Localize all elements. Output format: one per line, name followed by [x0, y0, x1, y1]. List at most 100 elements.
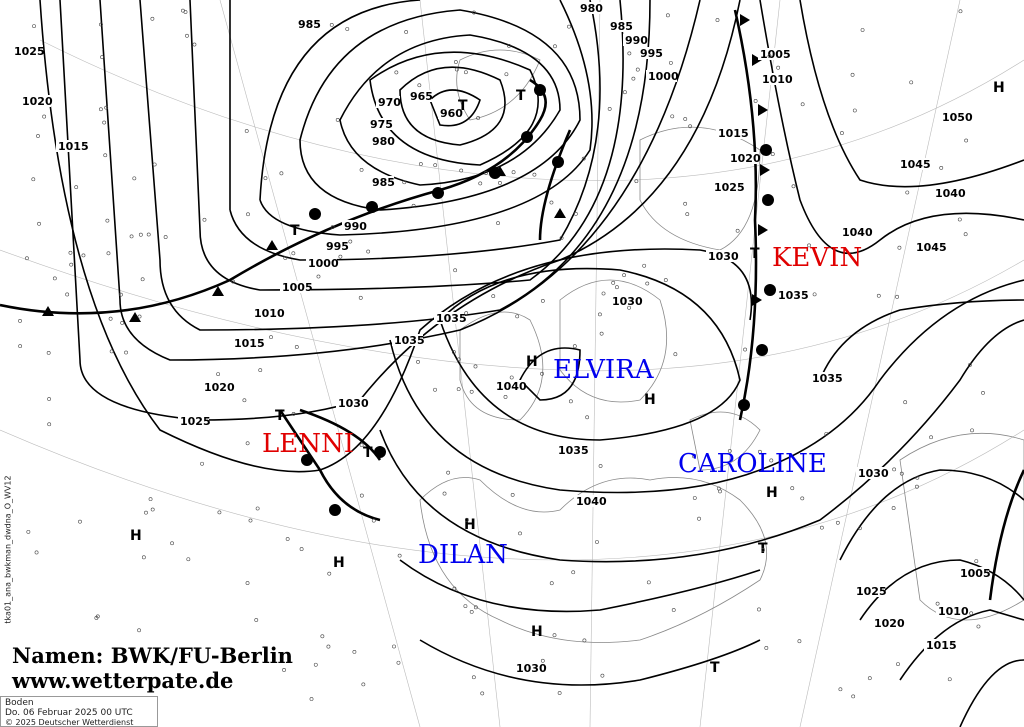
- station-marker: [896, 662, 900, 667]
- station-marker: [411, 203, 416, 208]
- station-marker: [186, 557, 191, 562]
- station-marker: [456, 387, 461, 392]
- station-marker: [969, 611, 974, 616]
- station-marker: [518, 531, 522, 536]
- station-marker: [345, 27, 350, 31]
- station-marker: [905, 190, 910, 195]
- isobar-label: 1000: [648, 70, 679, 83]
- warm-front-semicircle: [329, 504, 341, 516]
- station-marker: [335, 118, 340, 122]
- station-marker: [491, 294, 496, 299]
- isobar-label: 1040: [842, 226, 873, 239]
- cold-front-triangle: [752, 54, 762, 66]
- station-marker: [867, 676, 872, 681]
- isobar-label: 1015: [718, 127, 749, 140]
- station-marker: [851, 694, 856, 699]
- isobar-label: 985: [372, 176, 395, 189]
- station-marker: [397, 553, 402, 558]
- system-name-dilan: DILAN: [418, 540, 508, 570]
- isobar-label: 990: [344, 220, 367, 233]
- station-marker: [769, 458, 774, 463]
- station-marker: [183, 10, 188, 14]
- isobar-label: 1030: [516, 662, 547, 675]
- station-marker: [727, 449, 732, 453]
- low-marker: T: [710, 660, 720, 676]
- station-marker: [515, 314, 520, 319]
- warm-front-semicircle: [309, 208, 321, 220]
- station-marker: [299, 547, 304, 551]
- station-marker: [668, 60, 673, 65]
- station-marker: [452, 586, 457, 591]
- station-marker: [74, 185, 79, 190]
- station-marker: [81, 253, 86, 258]
- station-marker: [150, 16, 155, 21]
- isobar-label: 1030: [338, 397, 369, 410]
- station-marker: [627, 51, 632, 56]
- station-marker: [970, 428, 974, 433]
- station-marker: [767, 54, 772, 58]
- station-marker: [338, 254, 343, 259]
- high-marker: H: [644, 392, 656, 408]
- station-marker: [915, 484, 919, 489]
- isobar-label: 1015: [58, 140, 89, 153]
- station-marker: [371, 518, 376, 523]
- station-marker: [120, 320, 125, 325]
- station-marker: [685, 212, 690, 217]
- cold-front-triangle: [752, 294, 762, 306]
- cold-front-triangle: [129, 312, 141, 322]
- station-marker: [248, 518, 253, 523]
- station-marker: [192, 42, 197, 47]
- isobar-label: 965: [410, 90, 433, 103]
- station-marker: [963, 232, 968, 237]
- warm-front-semicircle: [552, 156, 564, 168]
- system-name-elvira: ELVIRA: [553, 355, 655, 385]
- station-marker: [417, 83, 422, 88]
- station-marker: [549, 200, 554, 205]
- station-marker: [396, 660, 401, 665]
- station-marker: [670, 114, 675, 119]
- station-marker: [510, 493, 515, 497]
- station-marker: [559, 236, 564, 240]
- station-marker: [716, 486, 721, 491]
- isobar-label: 980: [580, 2, 603, 15]
- station-marker: [202, 217, 207, 222]
- station-marker: [484, 170, 488, 175]
- station-marker: [454, 67, 459, 72]
- credit-website[interactable]: www.wetterpate.de: [12, 668, 234, 693]
- station-marker: [498, 181, 502, 185]
- isobar-label: 1005: [282, 281, 313, 294]
- station-marker: [899, 471, 904, 476]
- station-marker: [572, 344, 577, 349]
- station-marker: [231, 279, 235, 284]
- station-marker: [137, 314, 142, 319]
- station-marker: [146, 232, 151, 237]
- station-marker: [835, 520, 840, 525]
- station-marker: [964, 138, 969, 143]
- warm-front-semicircle: [489, 167, 501, 179]
- station-marker: [469, 389, 474, 394]
- low-marker: T: [516, 88, 526, 104]
- warm-front-semicircle: [521, 131, 533, 143]
- station-marker: [824, 431, 829, 436]
- station-marker: [852, 108, 857, 113]
- station-marker: [688, 124, 693, 129]
- station-marker: [683, 117, 688, 121]
- low-marker: T: [290, 223, 300, 239]
- station-marker: [129, 234, 134, 239]
- station-marker: [285, 537, 290, 541]
- isobar-label: 985: [298, 18, 321, 31]
- station-marker: [348, 239, 353, 244]
- station-marker: [929, 435, 933, 440]
- warm-front-semicircle: [760, 144, 772, 156]
- station-marker: [366, 249, 371, 254]
- station-marker: [743, 347, 748, 352]
- warm-front-semicircle: [738, 399, 750, 411]
- station-marker: [753, 99, 758, 103]
- station-marker: [758, 449, 762, 454]
- info-box: Boden Do. 06 Februar 2025 00 UTC © 2025 …: [0, 696, 158, 727]
- station-marker: [254, 618, 259, 622]
- station-marker: [137, 628, 141, 633]
- station-marker: [573, 211, 578, 216]
- station-marker: [540, 298, 545, 303]
